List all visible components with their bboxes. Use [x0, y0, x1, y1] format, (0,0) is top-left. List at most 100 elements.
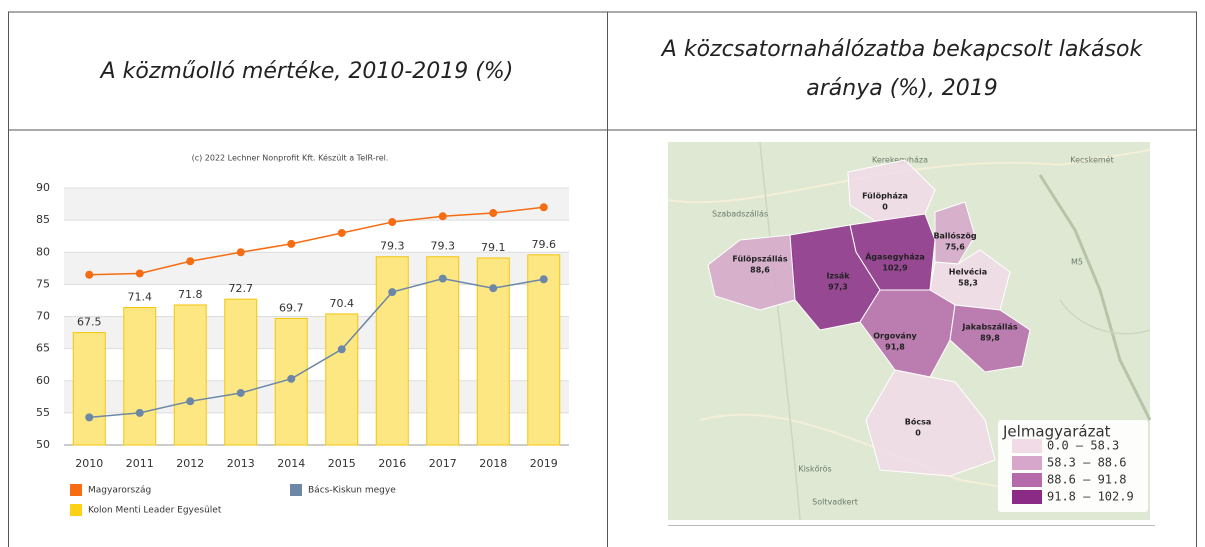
bar-label: 70.4 [330, 297, 355, 310]
region-name: Fülöpszállás [732, 255, 787, 264]
x-tick-label: 2013 [227, 457, 255, 470]
x-tick-label: 2012 [176, 457, 204, 470]
y-tick-label: 85 [36, 213, 50, 226]
legend-swatch [70, 504, 82, 516]
region-value: 0 [915, 429, 921, 438]
x-tick-label: 2010 [75, 457, 103, 470]
chart-source: (c) 2022 Lechner Nonprofit Kft. Készült … [192, 153, 389, 163]
point [186, 257, 195, 266]
header-cell: aránya (%), 2019 [806, 76, 998, 101]
bar-label: 79.6 [532, 238, 557, 251]
region-name: Helvécia [949, 267, 987, 277]
y-tick-label: 80 [36, 245, 50, 258]
place-label: M5 [1071, 258, 1083, 267]
x-tick-label: 2011 [126, 457, 154, 470]
region-value: 0 [882, 203, 888, 212]
header-cell: A közműolló mértéke, 2010-2019 (%) [99, 59, 514, 84]
bar [375, 256, 409, 446]
y-tick-label: 75 [36, 277, 50, 290]
bar [123, 307, 157, 446]
bar-label: 69.7 [279, 301, 304, 314]
legend-swatch [70, 484, 82, 496]
region-name: Bócsa [905, 417, 932, 427]
point [388, 288, 397, 297]
y-tick-label: 60 [36, 374, 50, 387]
y-tick-label: 50 [36, 438, 50, 451]
point [388, 218, 397, 227]
bar-label: 79.1 [481, 241, 506, 254]
point [135, 269, 144, 278]
place-label: Kiskőrös [798, 465, 831, 474]
legend-label: Magyarország [88, 486, 151, 496]
line [89, 277, 544, 419]
region [865, 369, 996, 477]
region-value: 58,3 [958, 279, 978, 288]
point [489, 284, 498, 293]
region-value: 89,8 [980, 334, 1000, 343]
bar-label: 79.3 [380, 240, 405, 253]
bar [224, 298, 258, 446]
x-tick-label: 2015 [328, 457, 356, 470]
region-value: 97,3 [828, 283, 848, 292]
bar-label: 72.7 [229, 282, 254, 295]
legend-title: Jelmagyarázat [1002, 423, 1111, 441]
bar-label: 71.8 [178, 288, 203, 301]
region-name: Ágasegyháza [865, 251, 925, 262]
bar [426, 256, 460, 446]
y-tick-label: 90 [36, 181, 50, 194]
point [337, 228, 346, 237]
header-cell: A közcsatornahálózatba bekapcsolt lakáso… [660, 37, 1144, 62]
bar-label: 67.5 [77, 316, 102, 329]
bar [173, 304, 207, 446]
bar-label: 71.4 [128, 291, 153, 304]
point [539, 203, 548, 212]
place-label: Soltvadkert [812, 498, 858, 507]
place-label: Szabadszállás [712, 210, 768, 219]
point [287, 239, 296, 248]
bar [527, 254, 561, 446]
point [287, 374, 296, 383]
legend-swatch [1012, 456, 1042, 470]
point [85, 270, 94, 279]
region-name: Fülöpháza [862, 192, 908, 201]
line [89, 206, 544, 276]
point [438, 212, 447, 221]
region-value: 75,6 [945, 243, 965, 252]
legend-swatch [1012, 490, 1042, 504]
point [337, 345, 346, 354]
y-tick-label: 65 [36, 342, 50, 355]
legend-label: Bács-Kiskun megye [308, 486, 396, 496]
x-tick-label: 2019 [530, 457, 558, 470]
legend-swatch [290, 484, 302, 496]
region-value: 102,9 [882, 264, 908, 273]
point [539, 275, 548, 284]
point [438, 274, 447, 283]
place-label: Kerekegyháza [872, 156, 928, 165]
map-divider [668, 525, 1155, 526]
x-tick-label: 2016 [378, 457, 406, 470]
point [186, 397, 195, 406]
bar [72, 332, 106, 446]
legend-swatch [1012, 439, 1042, 453]
y-tick-label: 55 [36, 406, 50, 419]
x-tick-label: 2017 [429, 457, 457, 470]
x-tick-label: 2018 [479, 457, 507, 470]
region-value: 91,8 [885, 343, 905, 352]
region-name: Jakabszállás [961, 323, 1018, 332]
map: Kerekegyháza Kecskemét Szabadszállás M5 Kisk… [667, 141, 1155, 526]
place-label: Kecskemét [1070, 155, 1113, 165]
point [236, 388, 245, 397]
y-tick-label: 70 [36, 310, 50, 323]
region-value: 88,6 [750, 266, 770, 275]
legend-swatch [1012, 473, 1042, 487]
table-borders [8, 11, 1197, 547]
legend-label: 58.3 – 88.6 [1047, 456, 1126, 470]
x-tick-label: 2014 [277, 457, 305, 470]
legend-label: 91.8 – 102.9 [1047, 490, 1134, 504]
point [489, 209, 498, 218]
bar [325, 313, 359, 446]
region [859, 289, 956, 378]
point [236, 248, 245, 257]
legend-label: 0.0 – 58.3 [1047, 439, 1119, 453]
